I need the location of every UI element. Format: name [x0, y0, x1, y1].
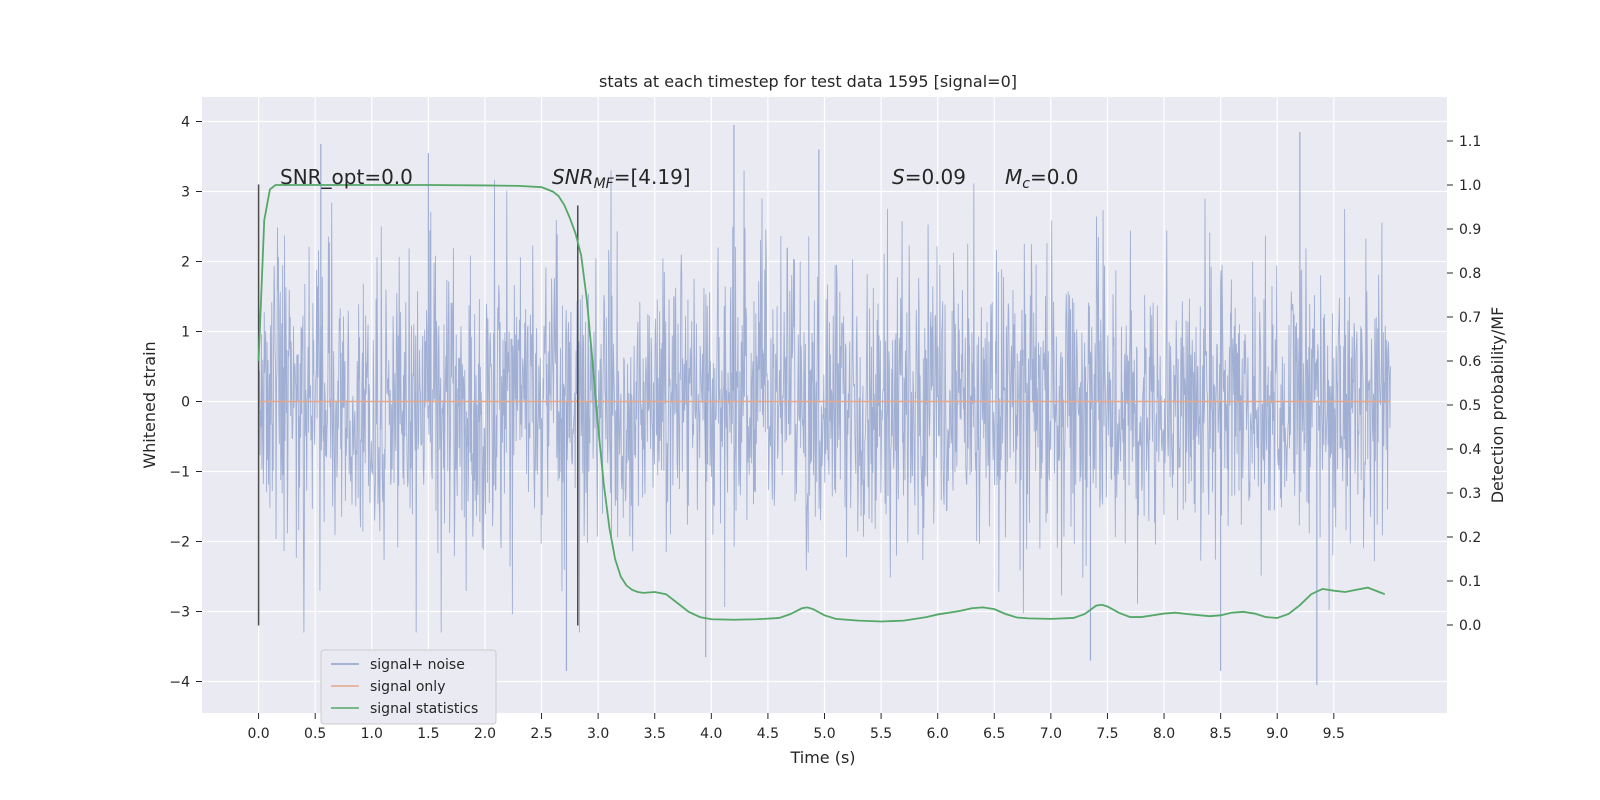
y-tick-label: 3 — [181, 185, 190, 201]
y-right-tick-label: 0.9 — [1459, 222, 1481, 238]
signal-statistics-series — [257, 184, 1386, 623]
y-tick-label: 0 — [181, 395, 190, 411]
y-right-tick-label: 0.0 — [1459, 618, 1481, 634]
x-tick-label: 6.5 — [983, 726, 1005, 742]
s-value: =0.09 — [905, 165, 966, 189]
snr-mf-sub: MF — [594, 176, 615, 192]
x-tick-label: 0.0 — [247, 726, 269, 742]
annotation-mc: Mc=0.0 — [1005, 165, 1079, 192]
annotation-snr-mf: SNRMF=[4.19] — [552, 165, 691, 192]
signal-statistics-line — [257, 184, 1386, 623]
s-base: S — [892, 165, 905, 189]
y-right-tick-label: 0.8 — [1459, 266, 1481, 282]
annotation-snr-opt: SNR_opt=0.0 — [280, 165, 413, 189]
legend-label-signal-only: signal only — [370, 679, 445, 695]
x-tick-label: 3.0 — [587, 726, 609, 742]
x-tick-label: 3.5 — [644, 726, 666, 742]
y-right-tick-label: 0.1 — [1459, 574, 1481, 590]
annotations: SNR_opt=0.0 SNRMF=[4.19] S=0.09 Mc=0.0 — [280, 165, 1079, 192]
chart-title: stats at each timestep for test data 159… — [599, 72, 1017, 91]
signal-noise-series — [258, 125, 1391, 685]
y-axis-label: Whitened strain — [140, 341, 159, 468]
y-tick-label: −3 — [169, 605, 190, 621]
x-tick-label: 8.5 — [1210, 726, 1232, 742]
x-tick-label: 7.5 — [1096, 726, 1118, 742]
legend: signal+ noise signal only signal statist… — [320, 649, 497, 725]
legend-label-signal-statistics: signal statistics — [370, 701, 478, 717]
x-axis-label: Time (s) — [789, 748, 855, 767]
x-tick-label: 2.0 — [474, 726, 496, 742]
y-tick-label: 4 — [181, 115, 190, 131]
legend-label-signal-noise: signal+ noise — [370, 657, 465, 673]
x-tick-label: 1.0 — [361, 726, 383, 742]
snr-mf-base: SNR — [552, 165, 594, 189]
y-axis-ticks: −4 −3 −2 −1 0 1 2 3 4 — [169, 115, 202, 691]
x-tick-label: 4.0 — [700, 726, 722, 742]
y-right-tick-label: 0.2 — [1459, 530, 1481, 546]
y-tick-label: 2 — [181, 255, 190, 271]
y-right-axis-label: Detection probability/MF — [1488, 307, 1507, 504]
mc-base: M — [1005, 165, 1022, 189]
y-tick-label: −4 — [169, 675, 190, 691]
y-tick-label: 1 — [181, 325, 190, 341]
legend-box — [320, 649, 497, 725]
annotation-s: S=0.09 — [892, 165, 966, 189]
y-right-tick-label: 0.3 — [1459, 486, 1481, 502]
x-tick-label: 6.0 — [927, 726, 949, 742]
mc-sub: c — [1022, 176, 1030, 192]
x-tick-label: 9.5 — [1323, 726, 1345, 742]
y-right-tick-label: 0.4 — [1459, 442, 1481, 458]
x-tick-label: 4.5 — [757, 726, 779, 742]
x-tick-label: 1.5 — [417, 726, 439, 742]
x-axis-ticks: 0.0 0.5 1.0 1.5 2.0 2.5 3.0 3.5 4.0 4.5 5.0 5.5 6.0 6… — [247, 713, 1345, 742]
x-tick-label: 2.5 — [530, 726, 552, 742]
x-tick-label: 7.0 — [1040, 726, 1062, 742]
x-tick-label: 5.5 — [870, 726, 892, 742]
y-tick-label: −1 — [169, 465, 190, 481]
y-right-tick-label: 0.5 — [1459, 398, 1481, 414]
y-right-tick-label: 1.1 — [1459, 134, 1481, 150]
y-tick-label: −2 — [169, 535, 190, 551]
y-right-tick-label: 1.0 — [1459, 178, 1481, 194]
y-right-tick-label: 0.7 — [1459, 310, 1481, 326]
signal-noise-line — [258, 170, 1391, 633]
x-tick-label: 0.5 — [304, 726, 326, 742]
vertical-markers — [257, 184, 579, 626]
x-tick-label: 5.0 — [813, 726, 835, 742]
y-right-axis-ticks: 0.0 0.1 0.2 0.3 0.4 0.5 0.6 0.7 0.8 0.9 1.0 1.1 — [1447, 134, 1481, 634]
snr-mf-value: =[4.19] — [614, 165, 691, 189]
mc-value: =0.0 — [1030, 165, 1079, 189]
x-tick-label: 9.0 — [1266, 726, 1288, 742]
x-tick-label: 8.0 — [1153, 726, 1175, 742]
y-right-tick-label: 0.6 — [1459, 354, 1481, 370]
